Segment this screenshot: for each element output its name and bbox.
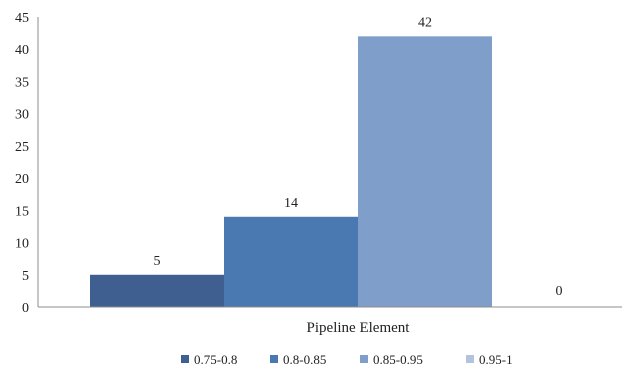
bars: [90, 36, 492, 307]
x-category-label: Pipeline Element: [307, 320, 411, 336]
y-axis-ticks: 0 5 10 15 20 25 30 35 40 45: [15, 11, 29, 316]
y-tick-label-10: 10: [15, 237, 29, 252]
legend-label-0.75-0.8: 0.75-0.8: [194, 352, 237, 367]
bar-0.8-0.85: [224, 216, 358, 307]
legend-label-0.8-0.85: 0.8-0.85: [283, 352, 326, 367]
legend-swatch-0.95-1: [466, 355, 474, 363]
data-label-0.75-0.8: 5: [154, 254, 161, 269]
y-tick-label-5: 5: [22, 269, 29, 284]
y-tick-label-45: 45: [15, 11, 29, 26]
legend-swatch-0.8-0.85: [270, 355, 278, 363]
y-tick-label-40: 40: [15, 43, 29, 58]
legend-label-0.95-1: 0.95-1: [479, 352, 513, 367]
y-tick-label-0: 0: [22, 301, 29, 316]
data-label-0.95-1: 0: [556, 284, 563, 299]
legend: 0.75-0.8 0.8-0.85 0.85-0.95 0.95-1: [181, 352, 513, 367]
y-tick-label-25: 25: [15, 140, 29, 155]
y-tick-label-15: 15: [15, 204, 29, 219]
legend-swatch-0.85-0.95: [360, 355, 368, 363]
data-label-0.85-0.95: 42: [418, 15, 432, 30]
y-tick-label-20: 20: [15, 172, 29, 187]
bar-0.75-0.8: [90, 274, 224, 307]
legend-label-0.85-0.95: 0.85-0.95: [373, 352, 423, 367]
legend-swatch-0.75-0.8: [181, 355, 189, 363]
data-label-0.8-0.85: 14: [284, 196, 298, 211]
y-tick-label-35: 35: [15, 75, 29, 90]
data-labels: 5 14 42 0: [154, 15, 563, 299]
x-axis-categories: Pipeline Element: [307, 320, 411, 336]
bar-0.85-0.95: [358, 36, 492, 307]
y-tick-label-30: 30: [15, 108, 29, 123]
